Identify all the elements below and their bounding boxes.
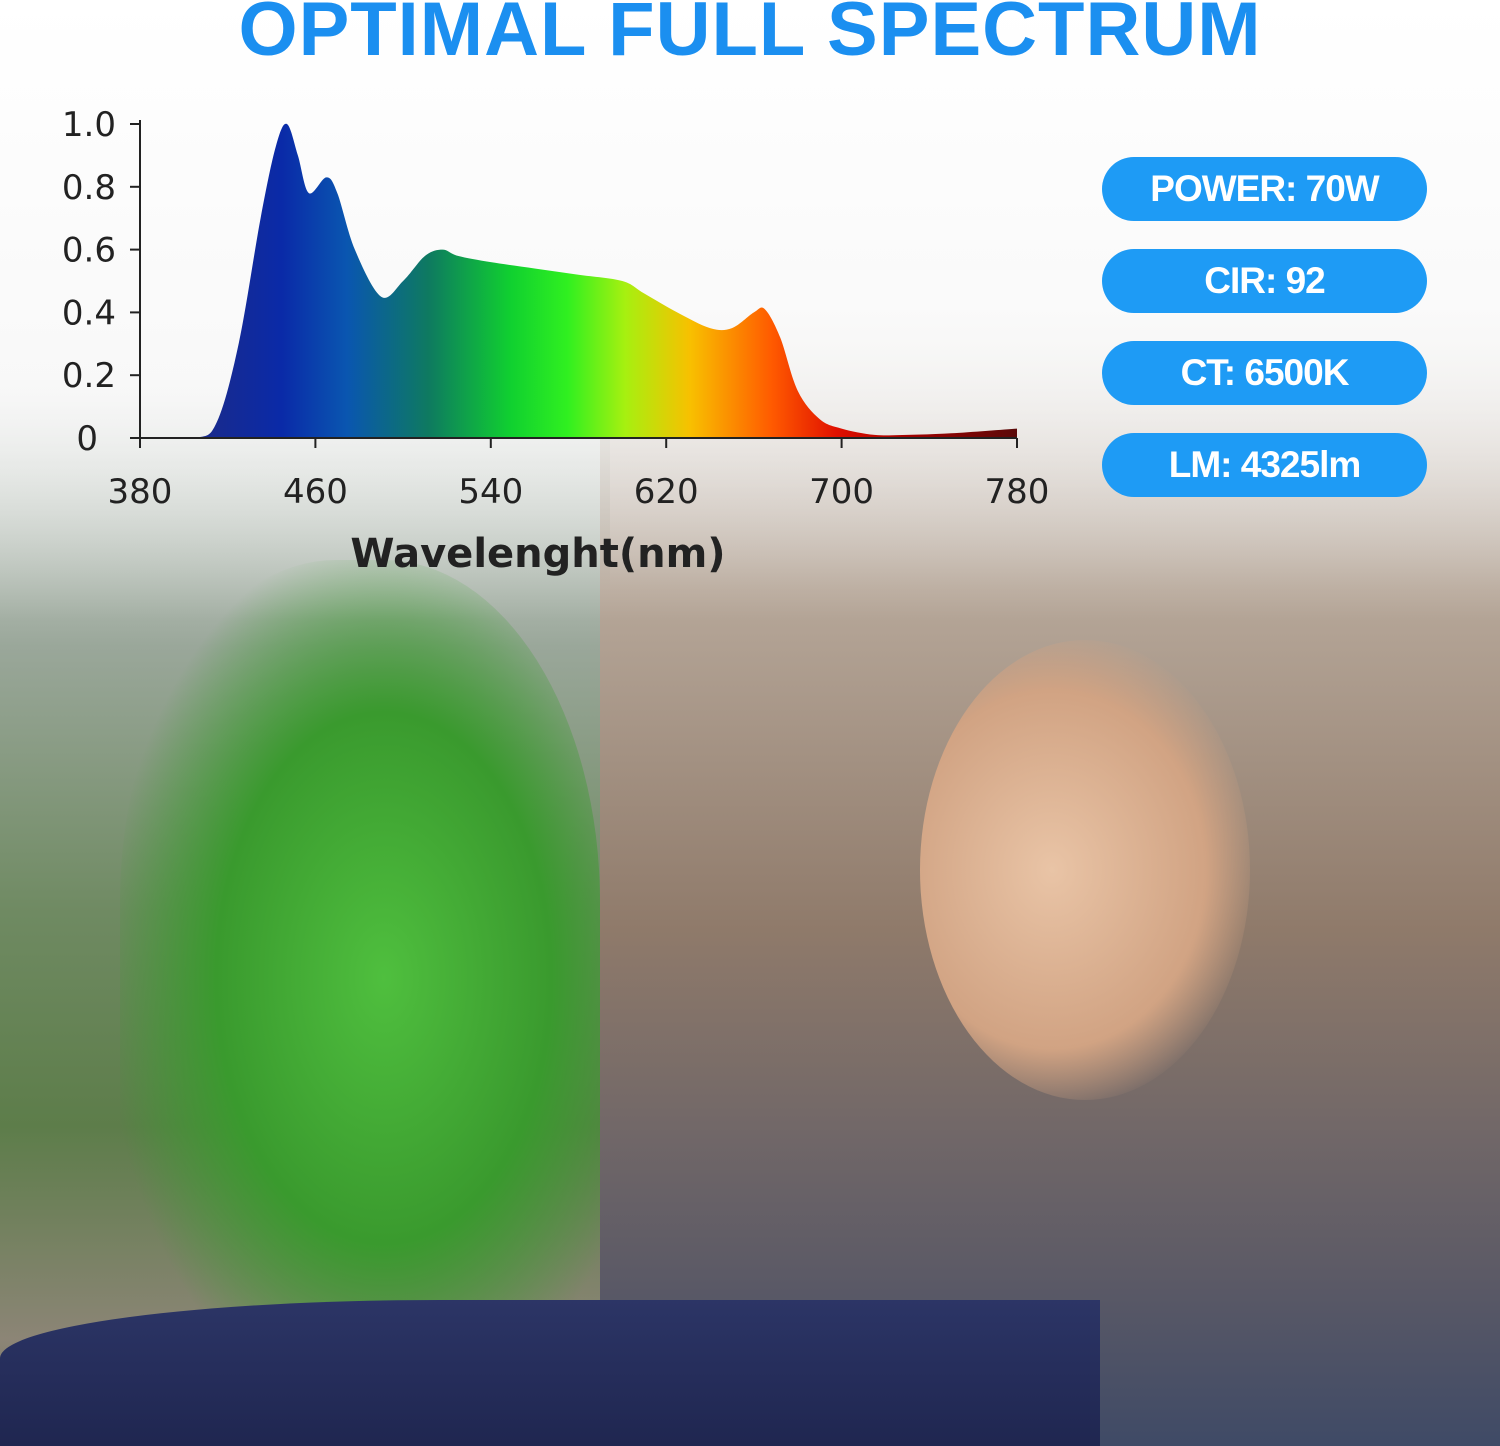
lumen-badge: LM: 4325lm [1102, 433, 1427, 497]
spectrum-area [140, 123, 1017, 439]
child-face [920, 640, 1250, 1100]
x-axis-label: Wavelenght(nm) [350, 531, 725, 577]
x-tick-label: 700 [809, 472, 874, 512]
page-title: OPTIMAL FULL SPECTRUM [238, 0, 1262, 72]
x-tick-label: 780 [985, 472, 1050, 512]
y-tick-label: 0 [76, 419, 98, 459]
y-tick-label: 0.8 [62, 168, 116, 208]
power-badge: POWER: 70W [1102, 157, 1427, 221]
x-tick-label: 540 [458, 472, 523, 512]
ct-badge: CT: 6500K [1102, 341, 1427, 405]
y-tick-label: 0.2 [62, 356, 116, 396]
spec-badges: POWER: 70W CIR: 92 CT: 6500K LM: 4325lm [1102, 157, 1427, 525]
aquarium-stand [0, 1300, 1100, 1446]
x-tick-label: 460 [283, 472, 348, 512]
y-tick-label: 1.0 [62, 105, 116, 145]
y-tick-label: 0.4 [62, 293, 116, 333]
cir-badge: CIR: 92 [1102, 249, 1427, 313]
x-tick-label: 620 [634, 472, 699, 512]
aquarium-plants [120, 560, 600, 1320]
x-tick-label: 380 [108, 472, 173, 512]
y-tick-label: 0.6 [62, 231, 116, 271]
